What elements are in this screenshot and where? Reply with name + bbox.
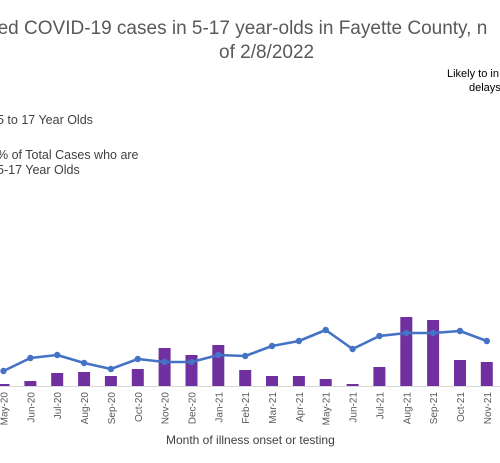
line-point-May-21 <box>322 326 329 334</box>
x-tick-Nov-20: Nov-20 <box>161 392 172 425</box>
x-tick-Sep-21: Sep-21 <box>429 392 440 425</box>
legend-line-label-line-1: % of Total Cases who are <box>0 148 139 162</box>
bar-Nov-20 <box>158 348 171 386</box>
chart-title-line-2: of 2/8/2022 <box>219 42 315 63</box>
line-point-Jun-21 <box>349 345 356 353</box>
bar-Mar-21 <box>266 376 278 386</box>
line-point-Sep-20 <box>107 365 115 373</box>
x-tick-Jun-21: Jun-21 <box>349 392 360 423</box>
line-point-Aug-20 <box>80 359 88 367</box>
bars-layer <box>0 317 493 386</box>
line-point-Aug-21 <box>403 329 410 337</box>
x-tick-Dec-20: Dec-20 <box>188 392 199 425</box>
bar-Jun-20 <box>24 381 37 386</box>
x-tick-Jun-20: Jun-20 <box>26 392 37 423</box>
line-point-Jul-21 <box>376 332 383 340</box>
line-point-Oct-21 <box>456 327 464 335</box>
bar-Nov-21 <box>480 362 493 386</box>
bar-Oct-20 <box>131 369 144 386</box>
bar-Aug-21 <box>400 317 413 386</box>
line-point-Jul-20 <box>54 351 61 359</box>
bar-May-20 <box>0 384 10 386</box>
bar-Jan-21 <box>212 345 225 386</box>
line-series-path <box>2 328 488 373</box>
line-point-Oct-20 <box>134 355 141 363</box>
x-tick-Jul-21: Jul-21 <box>375 392 386 420</box>
legend-bar-label: 5 to 17 Year Olds <box>0 113 93 127</box>
x-tick-Oct-20: Oct-20 <box>134 392 145 422</box>
annotation-line-2: delays <box>469 82 500 94</box>
line-point-Jun-20 <box>27 354 34 362</box>
bar-Aug-20 <box>78 372 91 386</box>
line-point-May-20 <box>0 367 7 375</box>
line-point-Nov-21 <box>483 337 490 345</box>
bar-Sep-20 <box>104 376 117 386</box>
x-tick-Sep-20: Sep-20 <box>107 392 118 425</box>
line-point-Jan-21 <box>215 351 222 359</box>
x-tick-May-21: May-21 <box>322 392 333 426</box>
x-tick-Aug-20: Aug-20 <box>80 392 91 425</box>
line-point-Mar-21 <box>268 342 276 350</box>
bar-Oct-21 <box>454 360 466 386</box>
x-tick-Apr-21: Apr-21 <box>295 392 306 422</box>
line-point-Feb-21 <box>242 352 249 360</box>
x-tick-May-20: May-20 <box>0 392 11 426</box>
x-tick-Aug-21: Aug-21 <box>402 392 413 425</box>
line-point-Dec-20 <box>188 358 195 366</box>
bar-Apr-21 <box>292 376 305 386</box>
x-tick-Feb-21: Feb-21 <box>241 392 252 424</box>
bar-Jul-21 <box>373 367 386 386</box>
x-axis-label: Month of illness onset or testing <box>166 433 335 447</box>
bar-May-21 <box>319 379 332 386</box>
x-tick-Jul-20: Jul-20 <box>53 392 64 420</box>
annotation-line-1: Likely to in <box>447 68 499 80</box>
x-tick-Oct-21: Oct-21 <box>456 392 467 422</box>
chart-title-line-1: rted COVID-19 cases in 5-17 year-olds in… <box>0 18 488 39</box>
line-point-Apr-21 <box>295 337 303 345</box>
x-tick-Mar-21: Mar-21 <box>268 392 279 424</box>
legend-line-label-line-2: 5-17 Year Olds <box>0 163 80 177</box>
bar-Feb-21 <box>239 370 252 386</box>
line-series-layer <box>0 326 490 375</box>
x-tick-Jan-21: Jan-21 <box>214 392 225 423</box>
bar-Jul-20 <box>51 373 64 386</box>
bar-Sep-21 <box>427 320 440 386</box>
line-point-Nov-20 <box>161 358 168 366</box>
x-tick-labels: May-20 Jun-20 Jul-20 Aug-20 Sep-20 Oct-20 Nov-… <box>0 392 494 426</box>
bar-Jun-21 <box>346 384 359 386</box>
line-point-Sep-21 <box>429 329 437 337</box>
x-tick-Nov-21: Nov-21 <box>483 392 494 425</box>
